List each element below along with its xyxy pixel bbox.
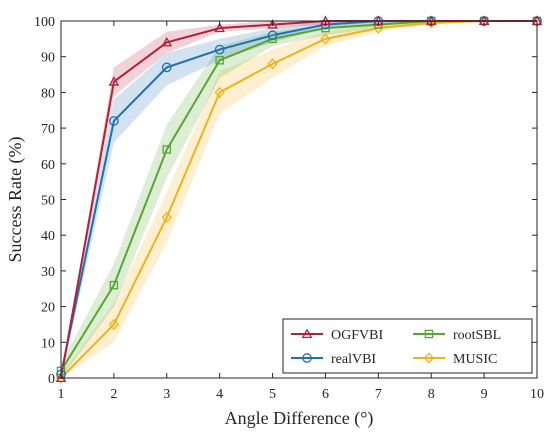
x-tick-label: 2 — [110, 387, 117, 402]
rootSBL-data-point — [268, 34, 277, 44]
y-tick-label: 50 — [41, 194, 55, 209]
realVBI-data-point — [161, 62, 172, 73]
OGFVBI-data-point — [108, 76, 120, 86]
x-tick-label: 8 — [428, 387, 435, 402]
MUSIC-data-point — [267, 58, 278, 70]
OGFVBI-data-point — [161, 36, 173, 47]
y-tick-label: 20 — [41, 301, 55, 316]
rootSBL-data-point — [109, 280, 119, 290]
x-tick-label: 1 — [58, 387, 65, 402]
y-tick-label: 90 — [41, 51, 55, 66]
realVBI-data-point — [214, 44, 225, 55]
MUSIC-confidence-band — [61, 21, 537, 378]
legend-label: OGFVBI — [331, 328, 383, 343]
y-tick-label: 60 — [41, 158, 55, 173]
legend-marker — [301, 328, 313, 339]
x-tick-label: 7 — [375, 387, 382, 402]
rootSBL-confidence-band — [61, 21, 537, 378]
x-tick-label: 6 — [322, 387, 329, 402]
OGFVBI-data-point — [267, 19, 278, 29]
y-tick-label: 0 — [48, 372, 55, 387]
MUSIC-data-point — [108, 318, 119, 331]
y-tick-label: 80 — [41, 86, 55, 101]
x-tick-label: 9 — [481, 387, 488, 402]
legend: OGFVBI realVBI rootSBL MUSIC — [282, 318, 533, 374]
MUSIC-data-point — [55, 372, 67, 384]
legend-label: MUSIC — [453, 352, 497, 367]
y-axis-label: Success Rate (%) — [5, 137, 26, 263]
y-tick-label: 10 — [41, 336, 55, 351]
confidence-bands — [61, 21, 537, 378]
legend-marker — [424, 329, 434, 339]
y-axis-ticks: 0 10 20 30 40 50 60 70 80 90 100 — [34, 15, 537, 387]
y-tick-label: 70 — [41, 122, 55, 137]
MUSIC-data-point — [320, 33, 331, 45]
y-tick-label: 40 — [41, 229, 55, 244]
legend-marker — [423, 352, 435, 364]
OGFVBI-data-point — [214, 22, 225, 33]
x-tick-label: 4 — [216, 387, 223, 402]
realVBI-data-point — [267, 30, 278, 41]
x-axis-ticks: 1 2 3 4 5 6 7 8 9 10 — [58, 21, 544, 402]
MUSIC-data-point — [373, 22, 384, 34]
MUSIC-data-point — [161, 211, 172, 224]
legend-marker — [302, 353, 312, 363]
y-tick-label: 100 — [34, 15, 55, 30]
MUSIC-data-point — [214, 86, 225, 99]
x-tick-label: 3 — [163, 387, 170, 402]
x-tick-label: 5 — [269, 387, 276, 402]
x-axis-label: Angle Difference (°) — [225, 408, 374, 429]
rootSBL-data-point — [162, 145, 171, 154]
legend-label: realVBI — [331, 352, 376, 367]
legend-box — [282, 318, 533, 374]
y-tick-label: 30 — [41, 265, 55, 280]
realVBI-data-point — [109, 116, 119, 126]
legend-label: rootSBL — [453, 328, 501, 343]
x-tick-label: 10 — [530, 387, 544, 402]
rootSBL-data-point — [215, 56, 224, 65]
